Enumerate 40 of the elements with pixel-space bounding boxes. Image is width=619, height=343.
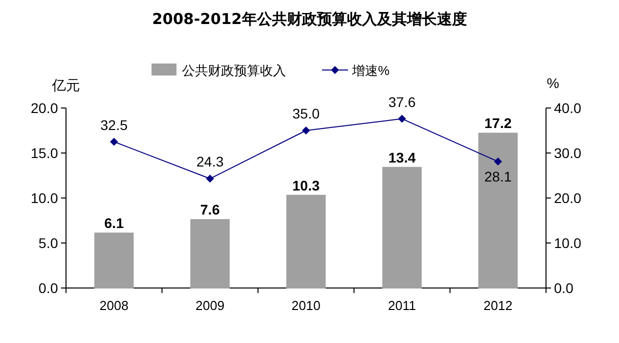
point <box>206 174 214 183</box>
y-tick-label: 0.0 <box>38 280 58 296</box>
bar <box>190 219 230 288</box>
y2-tick-label: 20.0 <box>554 190 582 206</box>
y-tick-label: 20.0 <box>30 100 58 116</box>
y-tick-label: 5.0 <box>38 235 58 251</box>
point <box>110 138 118 146</box>
data-label: 32.5 <box>100 116 128 133</box>
x-tick-label: 2008 <box>100 298 128 313</box>
y2-tick-label: 0.0 <box>554 280 574 296</box>
y2-axis-title: % <box>546 75 560 91</box>
data-label: 13.4 <box>388 149 416 166</box>
legend-label: 增速% <box>351 63 390 78</box>
y-tick-label: 10.0 <box>30 190 58 206</box>
x-tick-label: 2012 <box>484 298 512 313</box>
bar <box>286 194 326 288</box>
point <box>494 158 502 166</box>
legend-label: 公共财政预算收入 <box>182 63 286 78</box>
x-tick-label: 2011 <box>388 298 416 313</box>
y2-tick-label: 30.0 <box>554 145 582 161</box>
data-label: 10.3 <box>292 177 320 194</box>
data-label: 24.3 <box>196 154 224 170</box>
data-label: 6.1 <box>104 215 124 232</box>
bar <box>94 232 134 288</box>
y-axis-title: 亿元 <box>51 77 80 93</box>
point <box>302 126 310 134</box>
point <box>398 114 406 123</box>
x-tick-label: 2009 <box>196 298 224 313</box>
chart-title: 2008-2012年公共财政预算收入及其增长速度 <box>152 10 467 28</box>
bar <box>382 166 422 288</box>
bar <box>478 132 518 288</box>
y-tick-label: 15.0 <box>30 145 58 161</box>
y2-tick-label: 40.0 <box>554 100 582 116</box>
x-tick-label: 2010 <box>292 298 320 313</box>
data-label: 37.6 <box>388 94 416 110</box>
y2-tick-label: 10.0 <box>554 235 582 251</box>
data-label: 17.2 <box>484 115 512 132</box>
data-label: 28.1 <box>484 168 512 185</box>
data-label: 7.6 <box>200 202 220 218</box>
data-label: 35.0 <box>292 106 320 122</box>
